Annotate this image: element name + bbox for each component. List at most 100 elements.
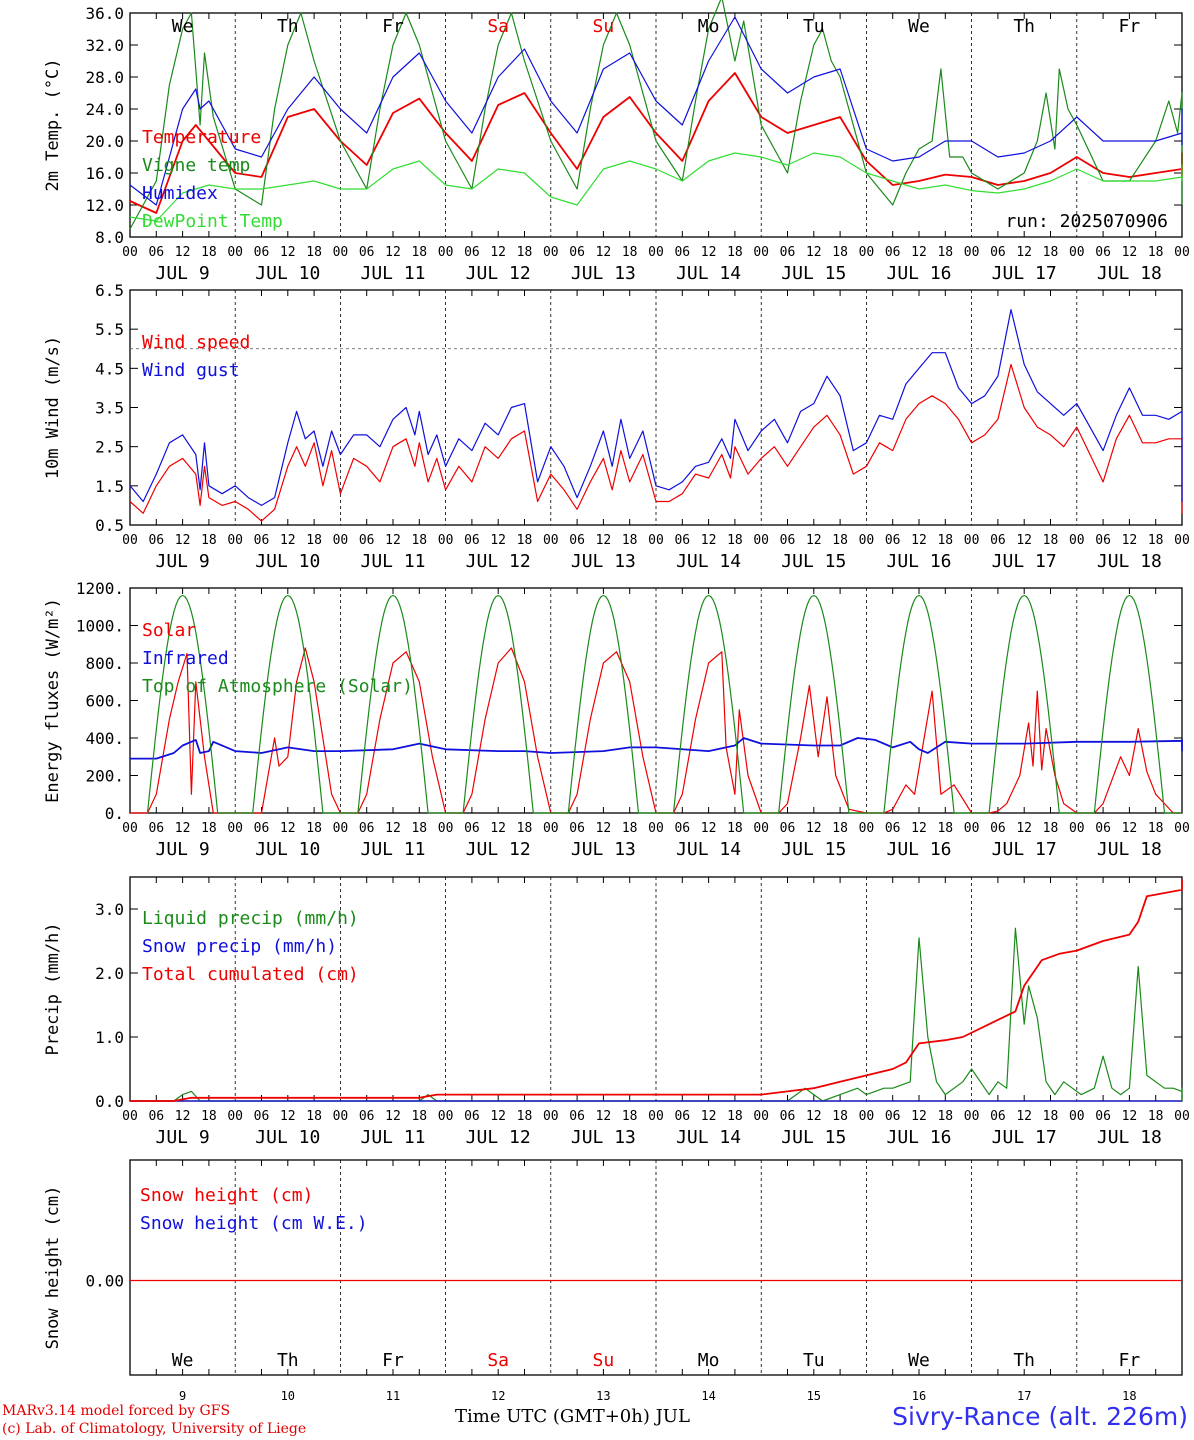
hour-tick-label: 12 xyxy=(1016,245,1032,260)
hour-tick-label: 12 xyxy=(280,821,296,836)
station-name: Sivry-Rance (alt. 226m) xyxy=(892,1402,1188,1431)
hour-tick-label: 00 xyxy=(438,821,454,836)
hour-tick-label: 18 xyxy=(937,245,953,260)
hour-tick-label: 06 xyxy=(674,1109,690,1124)
hour-tick-label: 06 xyxy=(885,821,901,836)
date-label: JUL 12 xyxy=(466,263,531,284)
hour-tick-label: 06 xyxy=(569,821,585,836)
hour-tick-label: 06 xyxy=(569,245,585,260)
hour-tick-label: 12 xyxy=(175,821,191,836)
hour-tick-label: 18 xyxy=(411,1109,427,1124)
date-label: JUL 14 xyxy=(676,551,741,572)
hour-tick-label: 00 xyxy=(333,533,349,548)
legend-entry: Vigne temp xyxy=(142,155,250,176)
x-axis-title: Time UTC (GMT+0h) JUL xyxy=(455,1406,690,1427)
date-label: JUL 13 xyxy=(571,839,636,860)
day-number-label: 17 xyxy=(1017,1389,1031,1403)
hour-tick-label: 06 xyxy=(148,1109,164,1124)
hour-tick-label: 18 xyxy=(1148,1109,1164,1124)
legend-entry: Wind speed xyxy=(142,332,250,353)
hour-tick-label: 18 xyxy=(201,245,217,260)
hour-tick-label: 12 xyxy=(1122,533,1138,548)
hour-tick-label: 18 xyxy=(727,245,743,260)
panel-4: 00 06 12 18 JUL 9 00 06 12 18 JUL 10 00 06 12 18 JUL 1… xyxy=(43,876,1190,1148)
hour-tick-label: 18 xyxy=(306,245,322,260)
day-number-label: 10 xyxy=(281,1389,295,1403)
date-label: JUL 12 xyxy=(466,839,531,860)
legend-entry: Snow height (cm W.E.) xyxy=(140,1213,368,1234)
y-axis-title: Precip (mm/h) xyxy=(43,922,63,1055)
hour-tick-label: 18 xyxy=(201,533,217,548)
day-name-label: We xyxy=(172,1350,194,1371)
hour-tick-label: 12 xyxy=(911,533,927,548)
hour-tick-label: 12 xyxy=(1122,1109,1138,1124)
hour-tick-label: 18 xyxy=(832,821,848,836)
date-label: JUL 16 xyxy=(886,839,951,860)
day-name-label: Th xyxy=(277,16,299,37)
hour-tick-label: 00 xyxy=(648,245,664,260)
date-label: JUL 10 xyxy=(255,839,320,860)
day-number-label: 18 xyxy=(1122,1389,1136,1403)
hour-tick-label: 12 xyxy=(701,1109,717,1124)
hour-tick-label: 12 xyxy=(1122,821,1138,836)
hour-tick-label: 12 xyxy=(175,1109,191,1124)
day-name-label: Th xyxy=(277,1350,299,1371)
hour-tick-label: 18 xyxy=(517,533,533,548)
y-tick-label: 0.0 xyxy=(95,1092,124,1111)
hour-tick-label: 00 xyxy=(964,533,980,548)
hour-tick-label: 18 xyxy=(411,533,427,548)
y-tick-label: 8.0 xyxy=(95,228,124,247)
series-line xyxy=(129,363,1183,522)
hour-tick-label: 18 xyxy=(517,1109,533,1124)
hour-tick-label: 12 xyxy=(490,1109,506,1124)
y-tick-label: 0.5 xyxy=(95,516,124,535)
hour-tick-label: 06 xyxy=(148,245,164,260)
hour-tick-label: 06 xyxy=(674,245,690,260)
day-name-label: Su xyxy=(593,1350,615,1371)
y-tick-label: 2.0 xyxy=(95,964,124,983)
hour-tick-label: 18 xyxy=(1148,245,1164,260)
hour-tick-label: 00 xyxy=(648,533,664,548)
hour-tick-label: 00 xyxy=(753,821,769,836)
y-tick-label: 2.5 xyxy=(95,438,124,457)
hour-tick-label: 06 xyxy=(780,533,796,548)
hour-tick-label: 18 xyxy=(1043,533,1059,548)
hour-tick-label: 06 xyxy=(464,1109,480,1124)
day-number-label: 9 xyxy=(179,1389,186,1403)
hour-tick-label: 06 xyxy=(780,1109,796,1124)
hour-tick-label: 12 xyxy=(596,1109,612,1124)
y-tick-label: 24.0 xyxy=(85,100,124,119)
date-label: JUL 11 xyxy=(360,839,425,860)
hour-tick-label: 00 xyxy=(543,1109,559,1124)
hour-tick-label: 00 xyxy=(753,1109,769,1124)
y-tick-label: 4.5 xyxy=(95,359,124,378)
hour-tick-label: 12 xyxy=(701,821,717,836)
date-label: JUL 9 xyxy=(156,1127,210,1148)
hour-tick-label: 00 xyxy=(333,1109,349,1124)
date-label: JUL 10 xyxy=(255,263,320,284)
hour-tick-label: 12 xyxy=(280,1109,296,1124)
hour-tick-label: 00 xyxy=(964,1109,980,1124)
hour-tick-label: 00 xyxy=(333,245,349,260)
day-name-label: Mo xyxy=(698,16,720,37)
hour-tick-label: 12 xyxy=(385,245,401,260)
hour-tick-label: 06 xyxy=(148,533,164,548)
hour-tick-label: 00 xyxy=(227,1109,243,1124)
day-name-label: Fr xyxy=(1119,16,1141,37)
panel-5: 0.00 Snow height (cm) Snow height (cm) Snow… xyxy=(43,1159,1183,1403)
series-line xyxy=(130,927,1183,1102)
date-label: JUL 15 xyxy=(781,551,846,572)
credit-note: (c) Lab. of Climatology, University of L… xyxy=(2,1421,307,1437)
legend-entry: Wind gust xyxy=(142,360,240,381)
hour-tick-label: 00 xyxy=(227,533,243,548)
y-tick-label: 800. xyxy=(85,654,124,673)
hour-tick-label: 00 xyxy=(1174,1109,1190,1124)
hour-tick-label: 00 xyxy=(1174,245,1190,260)
legend-entry: Humidex xyxy=(142,183,218,204)
day-name-label: Fr xyxy=(382,16,404,37)
date-label: JUL 11 xyxy=(360,263,425,284)
hour-tick-label: 06 xyxy=(780,245,796,260)
hour-tick-label: 06 xyxy=(569,1109,585,1124)
hour-tick-label: 06 xyxy=(780,821,796,836)
